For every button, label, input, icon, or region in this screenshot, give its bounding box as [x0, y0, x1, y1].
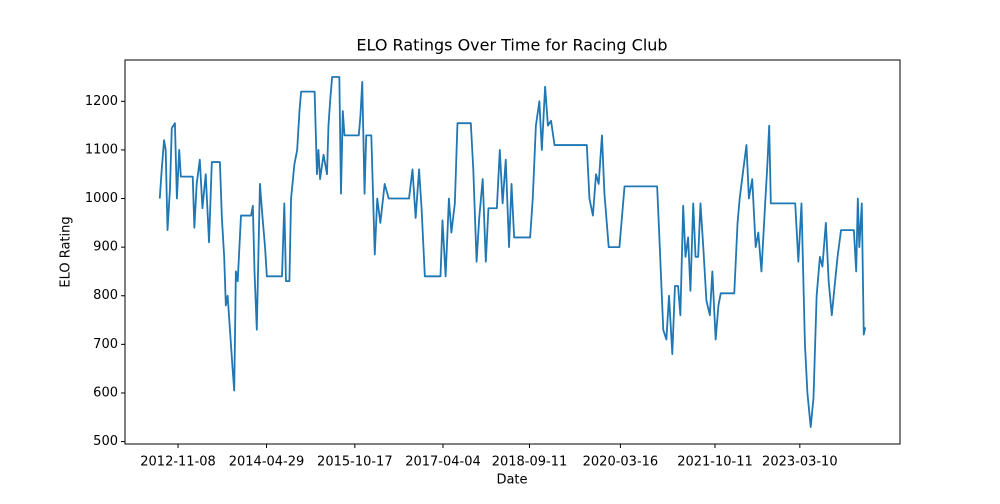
y-axis-label: ELO Rating: [59, 216, 74, 287]
y-tick-label: 900: [93, 240, 118, 255]
x-tick-label: 2018-09-11: [492, 455, 568, 470]
y-tick-label: 800: [93, 288, 118, 303]
x-tick-label: 2021-10-11: [677, 455, 753, 470]
plot-frame: [124, 59, 901, 445]
x-tick-label: 2014-04-29: [229, 455, 305, 470]
x-tick-label: 2020-03-16: [583, 455, 659, 470]
x-axis-label: Date: [496, 473, 527, 488]
y-tick-label: 700: [93, 337, 118, 352]
y-tick-label: 1000: [85, 191, 118, 206]
y-tick-label: 1200: [85, 94, 118, 109]
x-tick-label: 2015-10-17: [317, 455, 393, 470]
chart-title: ELO Ratings Over Time for Racing Club: [356, 36, 667, 55]
x-tick-label: 2012-11-08: [140, 455, 216, 470]
y-tick-label: 1100: [85, 142, 118, 157]
x-tick-label: 2017-04-04: [405, 455, 481, 470]
y-tick-label: 500: [93, 434, 118, 449]
y-tick-label: 600: [93, 385, 118, 400]
data-line: [158, 76, 867, 428]
x-tick-label: 2023-03-10: [762, 455, 838, 470]
